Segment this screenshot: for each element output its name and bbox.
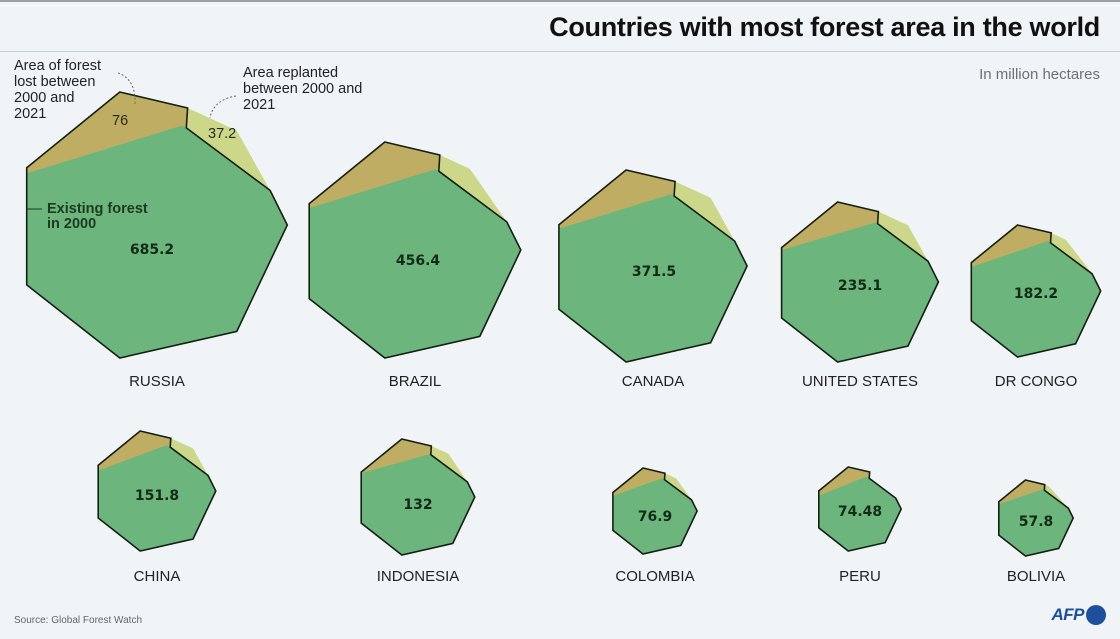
country-glyph: 132	[360, 438, 476, 556]
country-glyph: 182.2	[970, 224, 1102, 358]
existing-area	[26, 125, 288, 358]
existing-area	[781, 222, 939, 362]
annotation-replanted-line: between 2000 and	[243, 81, 363, 97]
replanted-area	[430, 446, 468, 482]
annotation-lost-line: 2021	[14, 106, 47, 122]
country-label: CHINA	[133, 568, 181, 585]
glyph-outline	[970, 224, 1102, 358]
country-label: UNITED STATES	[801, 373, 919, 390]
country-label: PERU	[839, 568, 881, 585]
glyph-outline	[97, 430, 217, 552]
country-glyph: 76.9	[612, 467, 698, 555]
title-divider	[0, 51, 1120, 52]
afp-logo-text: AFP	[1051, 605, 1085, 624]
replanted-area	[438, 155, 507, 222]
existing-forest-value: 371.5	[632, 264, 676, 280]
unit-label: In million hectares	[979, 66, 1100, 83]
country-label: INDONESIA	[376, 568, 460, 585]
annotation-replanted-line: 2021	[243, 97, 276, 113]
glyph-outline	[612, 467, 698, 555]
country-glyph: 371.5	[558, 169, 748, 363]
replanted-area	[664, 473, 692, 500]
country-glyph: 57.8	[997, 479, 1075, 557]
afp-logo: AFP	[1051, 605, 1106, 625]
existing-forest-value: 57.8	[1019, 514, 1054, 530]
existing-area	[361, 454, 475, 555]
existing-area	[971, 241, 1101, 357]
russia-replanted-value: 37.2	[208, 126, 237, 142]
annotation-existing: Existing forest in 2000	[47, 202, 148, 232]
glyph-outline	[780, 201, 940, 363]
replanted-area	[186, 108, 271, 191]
country-label: BOLIVIA	[1006, 568, 1066, 585]
existing-area	[309, 169, 521, 358]
top-rule-highlight	[0, 5, 1120, 6]
replanted-area	[1044, 484, 1069, 509]
replanted-area	[170, 438, 208, 476]
source-note: Source: Global Forest Watch	[14, 615, 143, 626]
country-glyph: 151.8	[97, 430, 217, 552]
country-glyph: 74.48	[817, 466, 903, 552]
country-glyphs: 685.2 456.4 371.5 235.1 182.2 151.8 132 76.9 74.…	[25, 91, 1102, 557]
replanted-area	[877, 211, 928, 262]
top-rule	[0, 0, 1120, 2]
annotation-existing-line: in 2000	[47, 216, 97, 232]
russia-lost-value: 76	[112, 113, 129, 129]
replanted-area	[674, 181, 735, 241]
glyph-outline	[817, 466, 903, 552]
annotation-existing-line: Existing forest	[47, 201, 148, 217]
glyph-outline	[360, 438, 476, 556]
lost-leader-line	[117, 72, 136, 105]
country-glyph: 235.1	[780, 201, 940, 363]
existing-forest-value: 685.2	[130, 242, 174, 258]
existing-area	[98, 445, 216, 551]
existing-forest-value: 151.8	[135, 488, 179, 504]
annotation-lost-line: lost between	[14, 74, 96, 90]
glyph-outline	[558, 169, 748, 363]
glyph-outline	[997, 479, 1075, 557]
country-label: COLOMBIA	[615, 568, 695, 585]
chart-title: Countries with most forest area in the w…	[549, 12, 1100, 42]
annotation-lost-line: Area of forest	[14, 58, 102, 74]
existing-area	[998, 489, 1074, 556]
annotation-replanted: Area replanted between 2000 and 2021	[243, 65, 362, 113]
replanted-leader-line	[209, 95, 237, 119]
existing-forest-value: 182.2	[1014, 286, 1058, 302]
annotation-replanted-line: Area replanted	[243, 65, 339, 81]
existing-forest-value: 74.48	[838, 504, 882, 520]
annotation-lost-line: 2000 and	[14, 90, 75, 106]
replanted-area	[1050, 232, 1093, 274]
country-glyph: 685.2	[25, 91, 289, 359]
existing-forest-value: 76.9	[638, 509, 673, 525]
glyph-outline	[308, 141, 522, 359]
existing-area	[558, 194, 748, 362]
existing-area	[612, 478, 698, 554]
country-glyph: 456.4	[308, 141, 522, 359]
existing-area	[818, 476, 902, 551]
annotation-lost: Area of forest lost between 2000 and 202…	[14, 58, 101, 122]
existing-forest-value: 235.1	[838, 278, 882, 294]
country-label: RUSSIA	[129, 373, 185, 390]
existing-forest-value: 132	[403, 497, 432, 513]
country-label: CANADA	[621, 373, 685, 390]
country-label: BRAZIL	[388, 373, 442, 390]
existing-forest-value: 456.4	[396, 253, 441, 269]
country-label: DR CONGO	[994, 373, 1078, 390]
afp-logo-dot-icon	[1086, 605, 1106, 625]
glyph-outline	[25, 91, 289, 359]
